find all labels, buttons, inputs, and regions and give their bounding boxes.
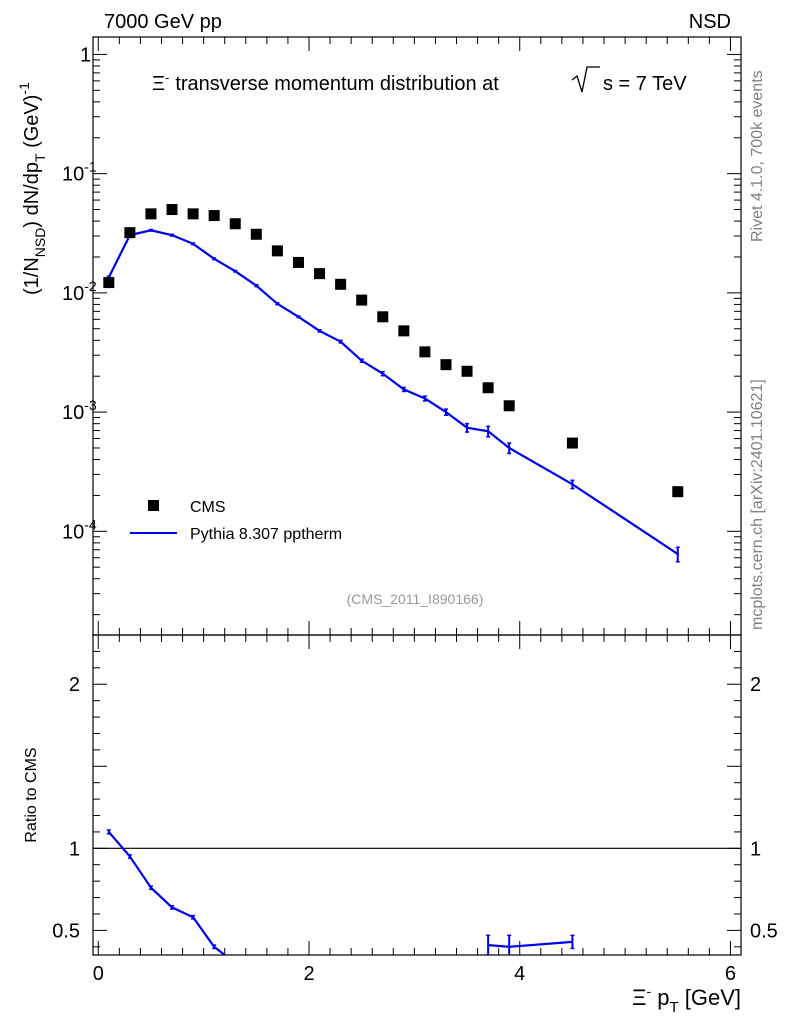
title-charge: -: [165, 70, 169, 85]
main-y-tick-base: 10: [62, 402, 84, 424]
header-left: 7000 GeV pp: [104, 11, 222, 33]
title-energy: s = 7 TeV: [603, 73, 687, 95]
cms-data-point: [208, 210, 220, 222]
main-y-tick-exponent: -3: [84, 397, 97, 413]
cms-data-point: [440, 359, 452, 371]
ratio-y-tick-label-right: 1: [750, 838, 761, 860]
ratio-x-tick-label: 2: [303, 963, 314, 985]
cms-data-point: [482, 382, 494, 394]
ratio-x-tick-label: 6: [725, 963, 736, 985]
cms-data-point: [124, 227, 136, 239]
main-axes: 110-110-210-310-4: [62, 37, 741, 635]
xlabel-charge: -: [646, 983, 651, 999]
title-text: transverse momentum distribution at: [175, 73, 499, 95]
main-y-tick-base: 10: [62, 521, 84, 543]
cms-data-point: [271, 245, 283, 257]
legend-pythia-label: Pythia 8.307 pptherm: [190, 526, 342, 543]
cms-data-point: [103, 277, 115, 289]
ylabel-sub-a: NSD: [32, 228, 48, 258]
xlabel-text: p: [651, 985, 669, 1010]
ratio-series-line: [488, 940, 573, 948]
main-y-tick-base: 1: [80, 44, 91, 66]
cms-data-point: [356, 294, 368, 306]
main-series-layer: [103, 204, 684, 563]
ratio-xlabel: Ξ- pT [GeV]: [632, 983, 741, 1016]
sqrt-symbol-icon: [571, 66, 600, 93]
cms-data-point: [292, 256, 304, 268]
main-ylabel: (1/NNSD) dN/dpT (GeV)-1: [16, 82, 48, 295]
ylabel-part-b: ) dN/dp: [21, 162, 43, 228]
main-title: Ξ-transverse momentum distribution at: [152, 70, 499, 95]
ratio-series-line: [107, 831, 227, 955]
ratio-plot-frame: [92, 634, 742, 956]
cms-data-point: [166, 204, 178, 216]
main-y-tick-label: 10-3: [62, 397, 97, 424]
cms-data-point: [672, 486, 684, 498]
cms-data-point: [503, 400, 515, 412]
legend-cms-label: CMS: [190, 499, 226, 516]
cms-data-point: [250, 228, 262, 240]
cms-data-point: [377, 311, 389, 323]
ratio-y-tick-label-left: 1: [69, 838, 80, 860]
ratio-axes: 0 2 4 6 0.5 0.5 1 1 2 2: [52, 634, 778, 985]
ratio-y-tick-label-left: 2: [69, 674, 80, 696]
cms-data-point: [145, 208, 157, 220]
cms-data-point: [314, 268, 326, 280]
title-particle: Ξ: [152, 73, 165, 95]
rivet-version-label: Rivet 4.1.0, 700k events: [749, 70, 766, 242]
ratio-series-layer: [106, 829, 575, 955]
xlabel-sub: T: [669, 999, 678, 1016]
header-right: NSD: [689, 11, 731, 33]
cms-data-point: [187, 208, 199, 220]
xlabel-particle: Ξ: [632, 985, 646, 1010]
main-y-tick-base: 10: [62, 283, 84, 305]
pythia-series-line: [107, 229, 679, 555]
cms-data-point: [461, 365, 473, 377]
analysis-watermark: (CMS_2011_I890166): [347, 591, 484, 607]
ratio-x-tick-label: 4: [514, 963, 525, 985]
ratio-x-tick-label: 0: [93, 963, 104, 985]
mcplots-site-label: mcplots.cern.ch [arXiv:2401.10621]: [749, 379, 766, 630]
main-y-tick-base: 10: [62, 164, 84, 186]
cms-data-point: [229, 218, 241, 230]
main-y-tick-label: 1: [80, 44, 91, 66]
ylabel-sub-b: T: [32, 153, 48, 162]
cms-data-point: [335, 278, 347, 290]
main-plot-frame: [92, 36, 742, 636]
ylabel-part-a: (1/N: [21, 257, 43, 295]
ylabel-sup-c: -1: [16, 82, 32, 95]
ratio-y-tick-label-right: 0.5: [750, 920, 778, 942]
cms-data-point: [419, 346, 431, 358]
main-y-tick-label: 10-2: [62, 278, 97, 305]
xlabel-unit: [GeV]: [679, 985, 741, 1010]
ratio-y-tick-label-left: 0.5: [52, 920, 80, 942]
cms-data-point: [566, 437, 578, 449]
ratio-ylabel: Ratio to CMS: [23, 747, 40, 842]
main-y-tick-label: 10-4: [62, 516, 97, 543]
cms-data-point: [398, 325, 410, 337]
main-y-tick-exponent: -1: [84, 159, 97, 175]
ratio-y-tick-label-right: 2: [750, 674, 761, 696]
main-y-tick-label: 10-1: [62, 159, 97, 186]
legend-cms-marker: [148, 500, 159, 511]
main-y-tick-exponent: -4: [84, 516, 97, 532]
main-y-tick-exponent: -2: [84, 278, 97, 294]
ylabel-part-c: (GeV): [21, 95, 43, 154]
